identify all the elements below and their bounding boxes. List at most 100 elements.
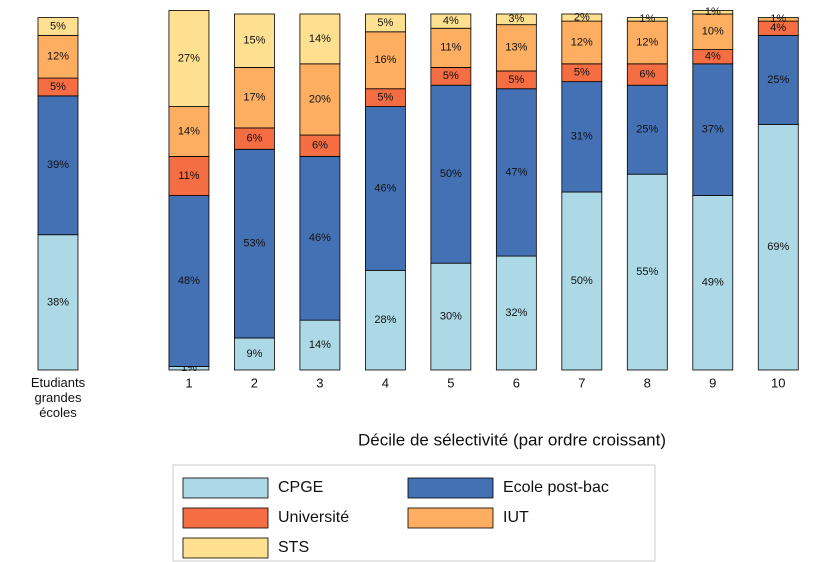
x-tick-label: Etudiants grandes écoles [31, 375, 86, 420]
x-tick-label: 2 [251, 375, 258, 390]
bar-segment [692, 10, 734, 15]
x-tick-label: 10 [771, 375, 785, 390]
bar-segment [626, 173, 668, 371]
bar-segment [561, 20, 603, 65]
bar-segment [37, 34, 79, 79]
value-label: 46% [374, 182, 396, 194]
value-label: 32% [505, 307, 527, 319]
legend-swatch [407, 507, 494, 529]
bar-segment [561, 191, 603, 371]
x-tick-label: 5 [447, 375, 454, 390]
value-label: 30% [440, 311, 462, 323]
bar-segment [364, 269, 406, 371]
value-label: 17% [243, 92, 265, 104]
value-label: 5% [574, 67, 590, 79]
bar-segment [757, 123, 799, 371]
value-label: 39% [47, 159, 69, 171]
bar-segment [299, 13, 341, 65]
value-label: 1% [705, 6, 721, 18]
value-label: 6% [246, 133, 262, 145]
value-label: 48% [178, 275, 200, 287]
value-label: 13% [505, 42, 527, 54]
bar-segment [168, 106, 210, 157]
bar-segment [430, 262, 472, 371]
x-tick-label: 8 [644, 375, 651, 390]
bar-segment [757, 17, 799, 22]
value-label: 38% [47, 296, 69, 308]
value-label: 55% [636, 266, 658, 278]
value-label: 12% [47, 51, 69, 63]
bar-segment [299, 63, 341, 136]
bar-segment [692, 195, 734, 371]
x-tick-label: 1 [185, 375, 192, 390]
bar-segment [692, 13, 734, 50]
bar-segment [430, 84, 472, 264]
bar-segment [299, 155, 341, 321]
value-label: 69% [767, 241, 789, 253]
legend-label: Université [278, 509, 349, 526]
bar-segment [234, 67, 275, 129]
bar-segment [430, 13, 472, 29]
value-label: 5% [377, 17, 393, 29]
value-label: 4% [770, 22, 786, 34]
value-label: 11% [178, 170, 199, 182]
value-label: 6% [312, 140, 328, 152]
legend-swatch [407, 477, 494, 499]
value-label: 14% [309, 33, 331, 45]
x-tick-label: 3 [316, 375, 323, 390]
bar-segment [37, 234, 79, 371]
bar-segment [626, 84, 668, 175]
value-label: 14% [178, 125, 200, 137]
value-label: 2% [574, 11, 590, 23]
bar-segment [168, 155, 210, 196]
value-label: 15% [243, 35, 265, 47]
bar-segment [234, 337, 275, 371]
value-label: 5% [443, 70, 459, 82]
value-label: 5% [508, 74, 524, 86]
value-label: 16% [374, 54, 396, 66]
legend-label: IUT [503, 509, 529, 526]
x-tick-label: 9 [709, 375, 716, 390]
bar-segment [234, 13, 275, 68]
legend-label: STS [278, 539, 309, 556]
bar-segment [757, 34, 799, 125]
x-tick-label: 7 [578, 375, 585, 390]
bar-segment [495, 88, 537, 257]
value-label: 25% [767, 74, 789, 86]
value-label: 11% [440, 42, 461, 54]
value-label: 12% [571, 36, 593, 48]
value-label: 14% [309, 339, 331, 351]
value-label: 12% [636, 36, 658, 48]
bar-segment [37, 17, 79, 36]
value-label: 4% [705, 51, 721, 63]
bar-segment [561, 13, 603, 22]
value-label: 20% [309, 93, 331, 105]
value-label: 27% [178, 52, 200, 64]
bar-segment [495, 13, 537, 26]
bar-segment [626, 20, 668, 65]
value-label: 5% [377, 92, 393, 104]
value-label: 6% [639, 68, 655, 80]
value-label: 10% [702, 26, 724, 38]
bar-segment [692, 63, 734, 196]
bar-segment [364, 106, 406, 271]
legend-swatch [182, 537, 269, 559]
value-label: 1% [770, 13, 786, 25]
value-label: 31% [571, 131, 593, 143]
bar-segment [626, 17, 668, 22]
value-label: 49% [702, 277, 724, 289]
value-label: 3% [508, 13, 524, 25]
value-label: 28% [374, 314, 396, 326]
value-label: 9% [246, 348, 262, 360]
value-label: 37% [702, 124, 724, 136]
value-label: 5% [50, 20, 66, 32]
value-label: 50% [571, 275, 593, 287]
bar-segment [495, 255, 537, 371]
value-label: 47% [505, 166, 527, 178]
bar-segment [168, 10, 210, 107]
value-label: 50% [440, 168, 462, 180]
value-label: 53% [243, 238, 265, 250]
value-label: 5% [50, 81, 66, 93]
x-tick-label: 4 [382, 375, 389, 390]
